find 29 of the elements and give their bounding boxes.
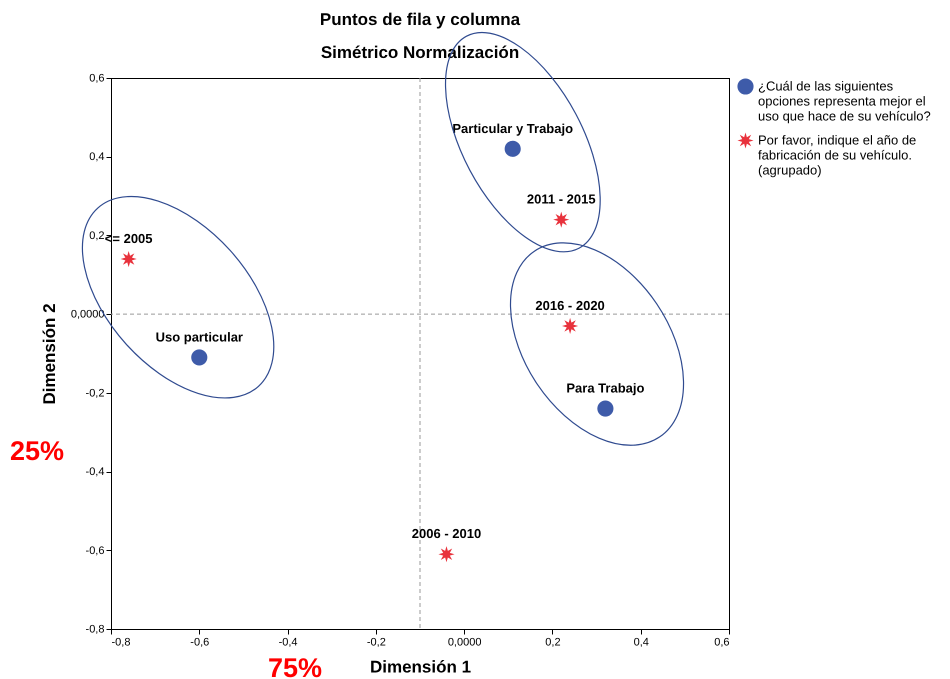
x-tick-label: 0,6 [714, 636, 730, 648]
x-tick-label: 0,2 [545, 636, 561, 648]
annotation: 2006 - 2010 [412, 526, 482, 542]
x-tick-label: 0,4 [634, 636, 649, 648]
y-tick-label: -0,8 [86, 624, 104, 636]
annotation: Para Trabajo [566, 380, 644, 396]
x-tick-label: -0,8 [112, 636, 130, 648]
annotation: Particular y Trabajo [452, 120, 574, 136]
x-tick-label: 0,0000 [448, 636, 482, 648]
annotation: Uso particular [156, 329, 243, 344]
x-tick-label: -0,2 [366, 636, 386, 648]
text: 75% [268, 653, 322, 679]
y-tick-label: 0,4 [89, 151, 104, 164]
y-tick-label: -0,2 [86, 387, 104, 400]
x-tick-label: -0,4 [278, 636, 298, 648]
y-tick-label: -0,6 [86, 544, 104, 557]
annotation: 2011 - 2015 [526, 192, 596, 207]
y-tick-label: -0,4 [86, 466, 104, 478]
annotation: 2016 - 2020 [535, 298, 605, 313]
y-tick-label: 0,6 [89, 72, 104, 84]
x-axis-title: Dimensión 1 [370, 658, 472, 676]
y-tick-label: 0,0000 [70, 308, 104, 321]
y-axis-title: Dimensión 2 [40, 303, 59, 405]
y-tick-label: 0,2 [89, 230, 104, 242]
chart-title: Puntos de fila y columna [320, 10, 521, 29]
x-tick-label: -0,6 [190, 636, 210, 648]
legend-label: Por favor, indique el año de fabricación de su vehículo. (agrupado) [758, 132, 916, 178]
legend-label: ¿Cuál de las siguientes opciones representa mejor el uso que hace de su vehículo? [758, 78, 931, 124]
text: 25% [10, 436, 64, 467]
